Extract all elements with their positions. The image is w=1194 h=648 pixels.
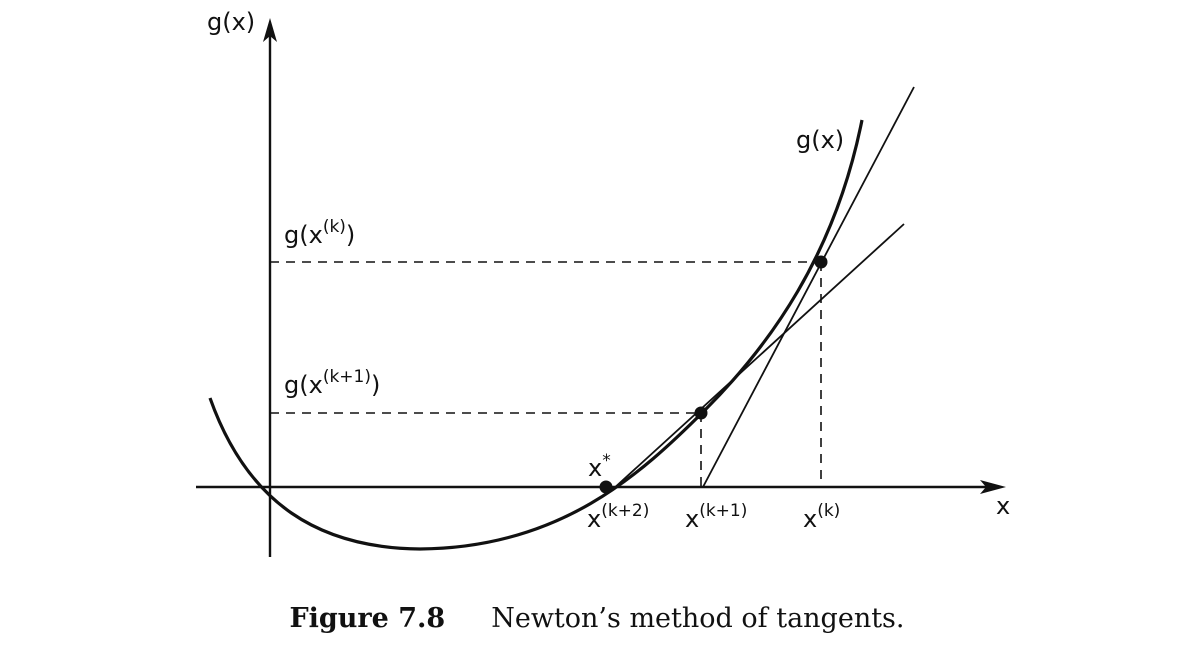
curve-label: g(x) — [796, 126, 844, 154]
y-axis-label: g(x) — [207, 8, 255, 36]
tangent-at-xk — [702, 86, 915, 488]
figure-caption: Figure 7.8 Newton’s method of tangents. — [0, 603, 1194, 634]
y-axis-arrowhead — [263, 18, 277, 42]
label-x-k2: x(k+2) — [587, 501, 649, 533]
label-x-k: x(k) — [803, 501, 840, 533]
tangent-at-xk1 — [611, 223, 905, 491]
curve-g — [208, 119, 864, 551]
point-xk — [814, 255, 828, 269]
point-xk1 — [694, 406, 708, 420]
figure-number: Figure 7.8 — [289, 603, 446, 634]
x-axis-label: x — [996, 492, 1010, 520]
label-g-xk1: g(x(k+1)) — [284, 367, 380, 399]
label-x-star: x* — [588, 451, 611, 482]
label-x-k1: x(k+1) — [685, 501, 747, 533]
x-axis-arrowhead — [980, 480, 1006, 494]
label-g-xk: g(x(k)) — [284, 217, 355, 249]
figure-caption-text: Newton’s method of tangents. — [491, 603, 905, 634]
point-x-star — [599, 480, 613, 494]
